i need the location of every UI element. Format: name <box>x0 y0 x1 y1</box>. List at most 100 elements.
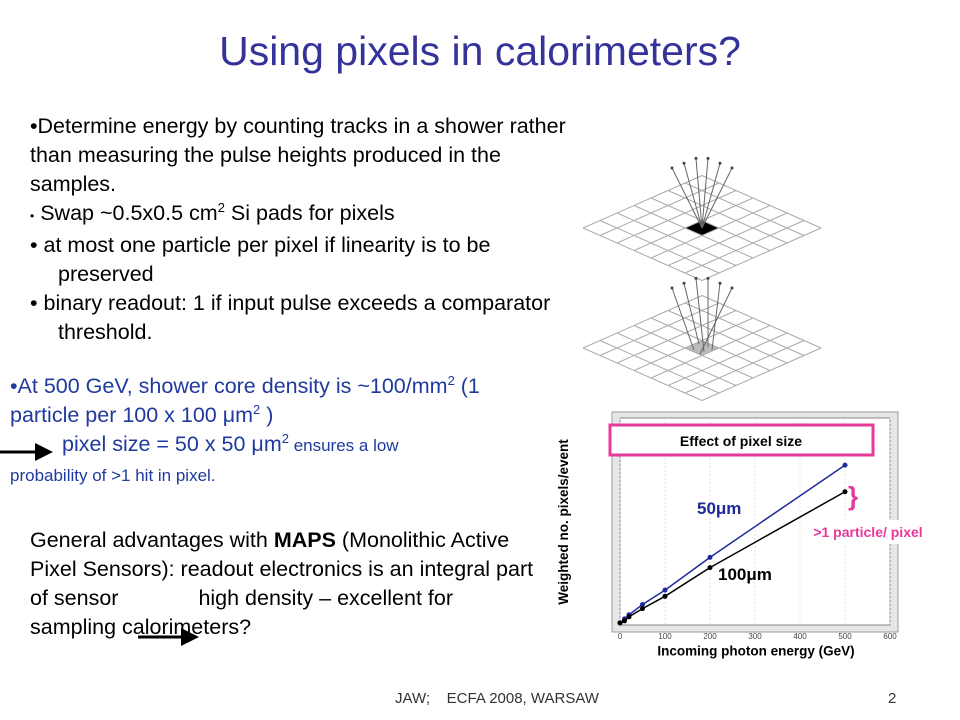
track <box>683 163 703 229</box>
grid-line <box>650 317 771 371</box>
superscript: 2 <box>447 372 455 388</box>
text: ) <box>260 403 274 427</box>
result: pixel size = 50 x 50 μm2 ensures a low p… <box>10 430 530 490</box>
data-point <box>662 593 668 599</box>
text: (Monolithic Active Pixel Sensors): reado… <box>30 528 534 610</box>
grid-line <box>582 347 703 401</box>
grid-line <box>684 302 805 356</box>
text: probability of >1 hit in pixel. <box>10 466 216 485</box>
grid-line <box>667 190 788 244</box>
grid-line <box>582 227 703 281</box>
bullet: Determine energy by counting tracks in a… <box>30 112 578 199</box>
data-point <box>617 620 623 626</box>
grid-line <box>701 347 822 401</box>
y-axis-label: Weighted no. pixels/event <box>556 439 571 605</box>
bullet: At 500 GeV, shower core density is ~100/… <box>10 372 530 430</box>
track <box>683 283 700 345</box>
grid-line <box>667 332 788 386</box>
text: General advantages with <box>30 528 274 552</box>
x-tick-label: 200 <box>703 632 717 641</box>
slide-title: Using pixels in calorimeters? <box>219 28 741 74</box>
grid-line <box>667 310 788 364</box>
track <box>701 163 721 229</box>
density-block: At 500 GeV, shower core density is ~100/… <box>10 372 530 490</box>
series-label: 100μm <box>718 565 772 584</box>
grid-line <box>599 220 720 274</box>
page-number: 2 <box>888 690 897 707</box>
text: At 500 GeV, shower core density is ~100/… <box>17 374 448 398</box>
pixel-cell <box>685 340 719 356</box>
track <box>671 167 703 229</box>
data-point <box>707 565 713 571</box>
grid-line <box>599 340 720 394</box>
track-end <box>730 286 734 290</box>
track <box>695 278 705 353</box>
data-point <box>842 462 848 468</box>
track-end <box>682 161 686 165</box>
annotation: Effect of pixel size <box>680 433 802 449</box>
grid-line <box>582 175 703 229</box>
track-end <box>718 161 722 165</box>
track-end <box>706 276 710 280</box>
bullet: Swap ~0.5x0.5 cm2 Si pads for pixels <box>30 199 578 231</box>
track-end <box>718 281 722 285</box>
grid-line <box>616 190 737 244</box>
annotation: >1 particle/ pixel <box>808 520 928 544</box>
x-tick-label: 400 <box>793 632 807 641</box>
grid-line <box>701 227 822 281</box>
track <box>695 158 703 229</box>
track <box>701 167 733 229</box>
maps-block: General advantages with MAPS (Monolithic… <box>30 526 535 642</box>
data-point <box>662 587 668 593</box>
track-end <box>670 166 674 170</box>
track-end <box>730 166 734 170</box>
grid-line <box>633 205 754 259</box>
footer: JAW; ECFA 2008, WARSAW <box>395 690 599 707</box>
bullet: binary readout: 1 if input pulse exceeds… <box>30 289 578 347</box>
grid-line <box>633 317 754 371</box>
grid-line <box>650 325 771 379</box>
superscript: 2 <box>281 430 289 446</box>
grid-line <box>616 310 737 364</box>
grid-line <box>616 212 737 266</box>
bullet: at most one particle per pixel if linear… <box>30 231 578 289</box>
grid-line <box>701 175 822 229</box>
x-tick-label: 100 <box>658 632 672 641</box>
track <box>701 158 709 229</box>
data-point <box>707 554 713 560</box>
x-tick-label: 0 <box>618 632 623 641</box>
superscript: 2 <box>217 199 225 215</box>
grid-line <box>684 340 805 394</box>
data-point <box>842 489 848 495</box>
data-point <box>640 602 645 607</box>
grid-line <box>701 295 822 349</box>
x-tick-label: 600 <box>883 632 897 641</box>
bullet-text: Si pads for pixels <box>224 201 395 225</box>
x-axis-label: Incoming photon energy (GeV) <box>657 644 854 659</box>
track-end <box>694 276 698 280</box>
grid-line <box>667 212 788 266</box>
series-label: 50μm <box>697 499 741 518</box>
data-point <box>640 606 645 612</box>
grid-line <box>650 197 771 251</box>
text: pixel size = 50 x 50 μm <box>62 432 282 456</box>
x-tick-label: 500 <box>838 632 852 641</box>
data-point <box>626 614 632 620</box>
grid-line <box>616 332 737 386</box>
grid-line <box>684 220 805 274</box>
grid-line <box>650 205 771 259</box>
data-point <box>622 618 627 624</box>
track-end <box>706 156 710 160</box>
intro-list: Determine energy by counting tracks in a… <box>30 112 578 347</box>
track-end <box>670 286 674 290</box>
track-end <box>682 281 686 285</box>
grid-line <box>633 325 754 379</box>
text: ensures a low <box>288 436 399 455</box>
grid-line <box>582 295 703 349</box>
bullet-text: Swap ~0.5x0.5 cm <box>40 201 218 225</box>
grid-line <box>633 197 754 251</box>
bullet-text: binary readout: 1 if input pulse exceeds… <box>43 291 551 344</box>
bullet-text: at most one particle per pixel if linear… <box>43 233 491 286</box>
